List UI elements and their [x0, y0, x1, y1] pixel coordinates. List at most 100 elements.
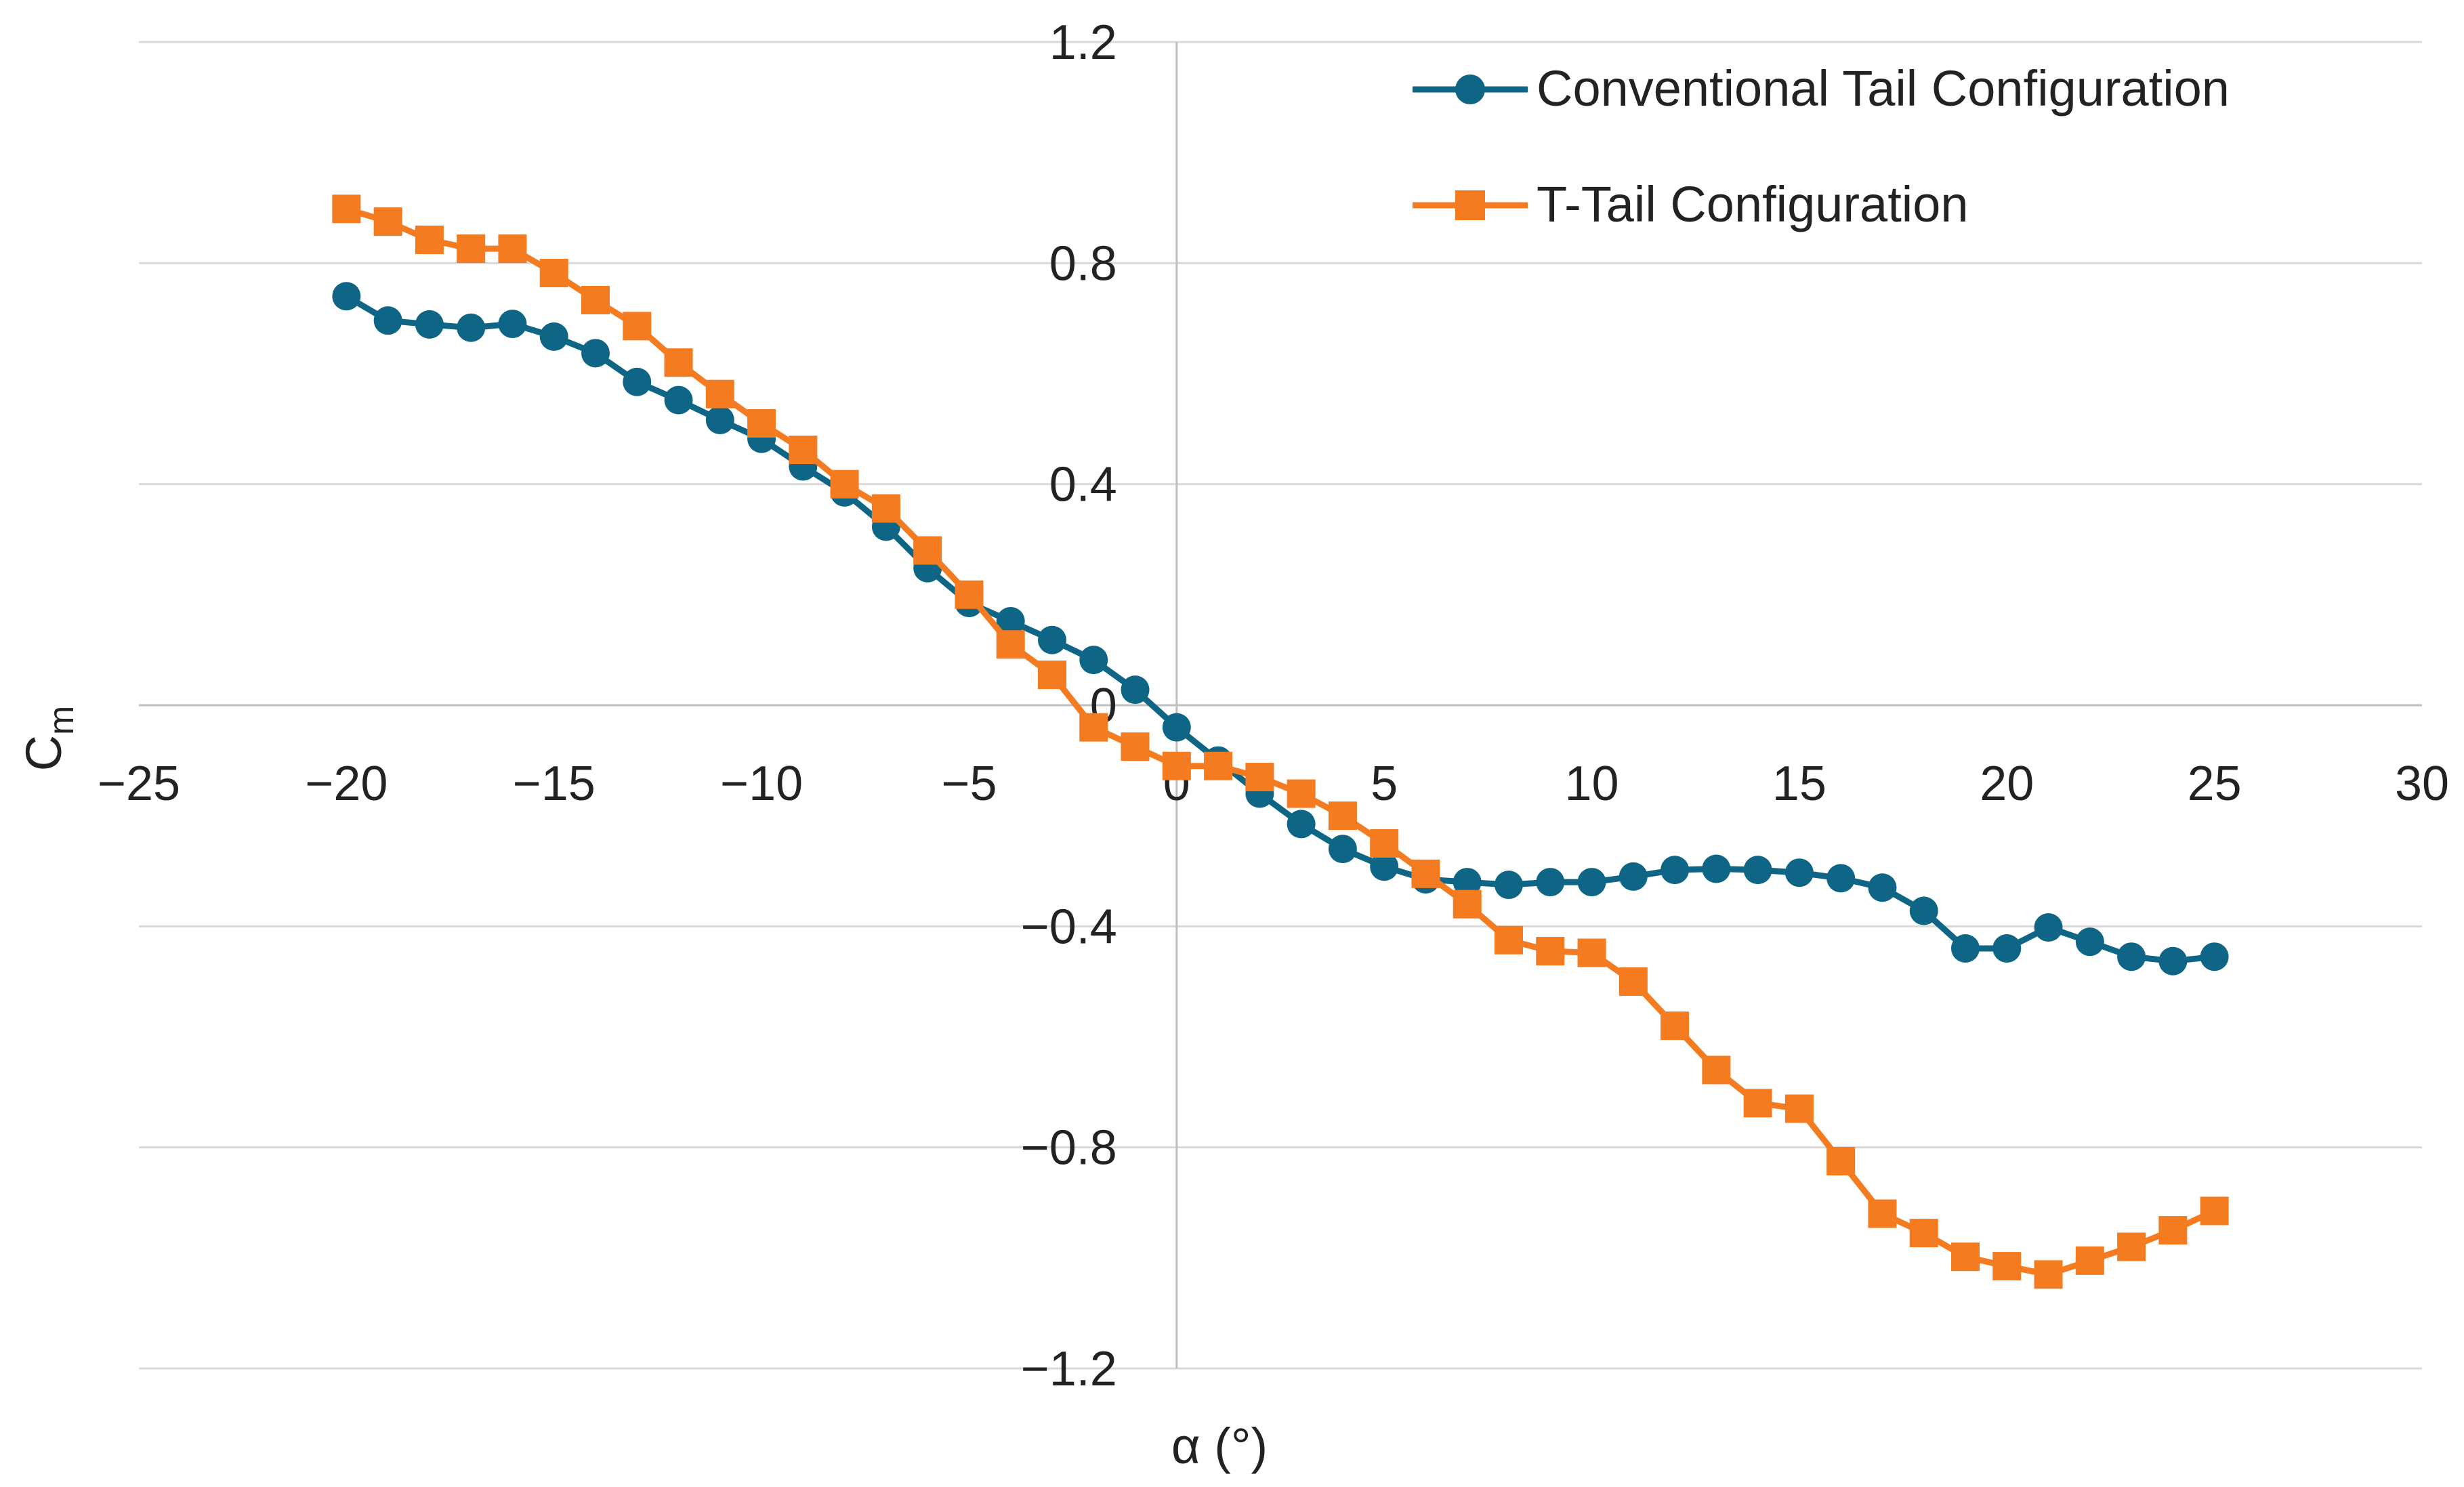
series-0-point-7	[623, 367, 652, 396]
x-tick-label-2: −15	[513, 757, 596, 811]
series-0-point-27	[1453, 868, 1482, 897]
series-0-point-18	[1079, 646, 1108, 675]
series-1-point-9	[705, 379, 734, 409]
series-1-point-34	[1743, 1089, 1772, 1118]
legend-marker-t-tail	[1455, 190, 1485, 220]
series-0-point-25	[1370, 852, 1399, 881]
series-1-point-2	[415, 226, 444, 255]
series-1-point-8	[664, 348, 693, 377]
series-0-point-4	[498, 310, 527, 339]
x-tick-label-7: 10	[1564, 757, 1619, 811]
legend-item-t-tail: T-Tail Configuration	[1413, 176, 1969, 232]
series-1-point-12	[830, 469, 859, 499]
series-0-point-34	[1743, 856, 1772, 885]
x-tick-label-10: 25	[2188, 757, 2242, 811]
series-1	[332, 194, 2229, 1289]
series-1-point-29	[1536, 937, 1565, 966]
series-1-point-15	[955, 580, 984, 609]
series-0-point-24	[1328, 835, 1357, 864]
series-0-point-19	[1121, 675, 1150, 705]
series-1-point-27	[1453, 889, 1482, 919]
x-axis-label: α (°)	[1171, 1418, 1268, 1474]
y-tick-label-5: −0.8	[1021, 1121, 1117, 1175]
series-0-point-9	[705, 406, 734, 435]
x-tick-label-4: −5	[941, 757, 997, 811]
series-1-point-30	[1577, 938, 1606, 967]
series-1-point-32	[1661, 1011, 1690, 1041]
series-0-point-36	[1826, 864, 1856, 893]
y-axis-label: Cm	[16, 706, 81, 772]
series-1-point-43	[2117, 1232, 2146, 1261]
legend-label-t-tail: T-Tail Configuration	[1537, 176, 1969, 232]
legend-label-conventional-tail: Conventional Tail Configuration	[1537, 60, 2230, 117]
series-1-point-45	[2200, 1196, 2229, 1226]
series-1-point-40	[1992, 1252, 2022, 1281]
legend-marker-conventional-tail	[1455, 75, 1485, 104]
series-1-point-3	[457, 234, 486, 264]
series-0-point-35	[1784, 858, 1814, 887]
y-tick-label-6: −1.2	[1021, 1342, 1117, 1396]
y-tick-label-1: 0.8	[1049, 236, 1117, 291]
series-1-point-14	[913, 536, 942, 565]
x-tick-label-8: 15	[1772, 757, 1826, 811]
legend-item-conventional-tail: Conventional Tail Configuration	[1413, 60, 2230, 117]
svg-text:Cm: Cm	[16, 706, 81, 772]
y-tick-label-0: 1.2	[1049, 16, 1117, 70]
series-1-point-17	[1038, 661, 1066, 690]
series-0-point-1	[373, 306, 402, 335]
series-0-point-16	[996, 606, 1025, 635]
series-0-point-0	[332, 282, 361, 311]
series-0-point-23	[1287, 810, 1316, 839]
series-0-point-38	[1909, 896, 1938, 925]
legend: Conventional Tail Configuration T-Tail C…	[1413, 60, 2230, 232]
series-0-point-37	[1868, 873, 1897, 902]
gridlines	[139, 41, 2422, 1370]
series-1-point-44	[2158, 1216, 2188, 1245]
series-1-point-20	[1162, 751, 1191, 780]
series-1-point-24	[1328, 801, 1357, 831]
data-series	[332, 194, 2229, 1289]
series-line-0	[345, 293, 2215, 965]
series-line-1	[346, 206, 2216, 1278]
series-1-point-10	[747, 409, 776, 438]
series-0-point-31	[1619, 862, 1648, 891]
series-1-point-39	[1951, 1242, 1980, 1272]
series-0-point-5	[539, 322, 568, 351]
axes	[139, 42, 2422, 1368]
series-0-point-43	[2117, 942, 2146, 971]
series-1-point-18	[1079, 713, 1108, 742]
series-1-point-36	[1826, 1147, 1856, 1176]
series-1-point-1	[373, 207, 402, 236]
series-1-point-0	[332, 194, 361, 224]
series-0-point-28	[1495, 871, 1523, 900]
series-0-point-41	[2034, 913, 2063, 942]
series-1-point-38	[1909, 1219, 1938, 1248]
series-1-point-28	[1495, 925, 1523, 955]
series-1-point-11	[789, 436, 818, 465]
x-tick-label-3: −10	[720, 757, 803, 811]
series-1-point-13	[871, 494, 900, 523]
series-0-point-40	[1992, 934, 2022, 963]
y-tick-label-4: −0.4	[1021, 900, 1117, 954]
series-1-point-19	[1121, 732, 1150, 761]
series-1-point-42	[2075, 1246, 2104, 1275]
series-0-point-42	[2075, 927, 2104, 957]
x-tick-label-6: 5	[1371, 757, 1398, 811]
x-tick-label-1: −20	[305, 757, 388, 811]
series-0-point-39	[1951, 934, 1980, 963]
series-0-point-45	[2200, 942, 2229, 971]
series-0-point-6	[581, 339, 610, 368]
x-tick-label-9: 20	[1980, 757, 2034, 811]
series-1-point-35	[1784, 1094, 1814, 1123]
x-tick-label-11: 30	[2395, 757, 2449, 811]
series-0-point-8	[664, 385, 693, 415]
series-0-point-2	[415, 310, 444, 339]
series-1-point-33	[1702, 1055, 1731, 1085]
series-0-point-33	[1702, 854, 1731, 883]
series-1-point-41	[2034, 1260, 2063, 1289]
series-0-point-30	[1577, 868, 1606, 897]
series-0	[332, 282, 2229, 976]
series-1-point-23	[1287, 779, 1316, 808]
series-0-point-44	[2158, 946, 2188, 976]
